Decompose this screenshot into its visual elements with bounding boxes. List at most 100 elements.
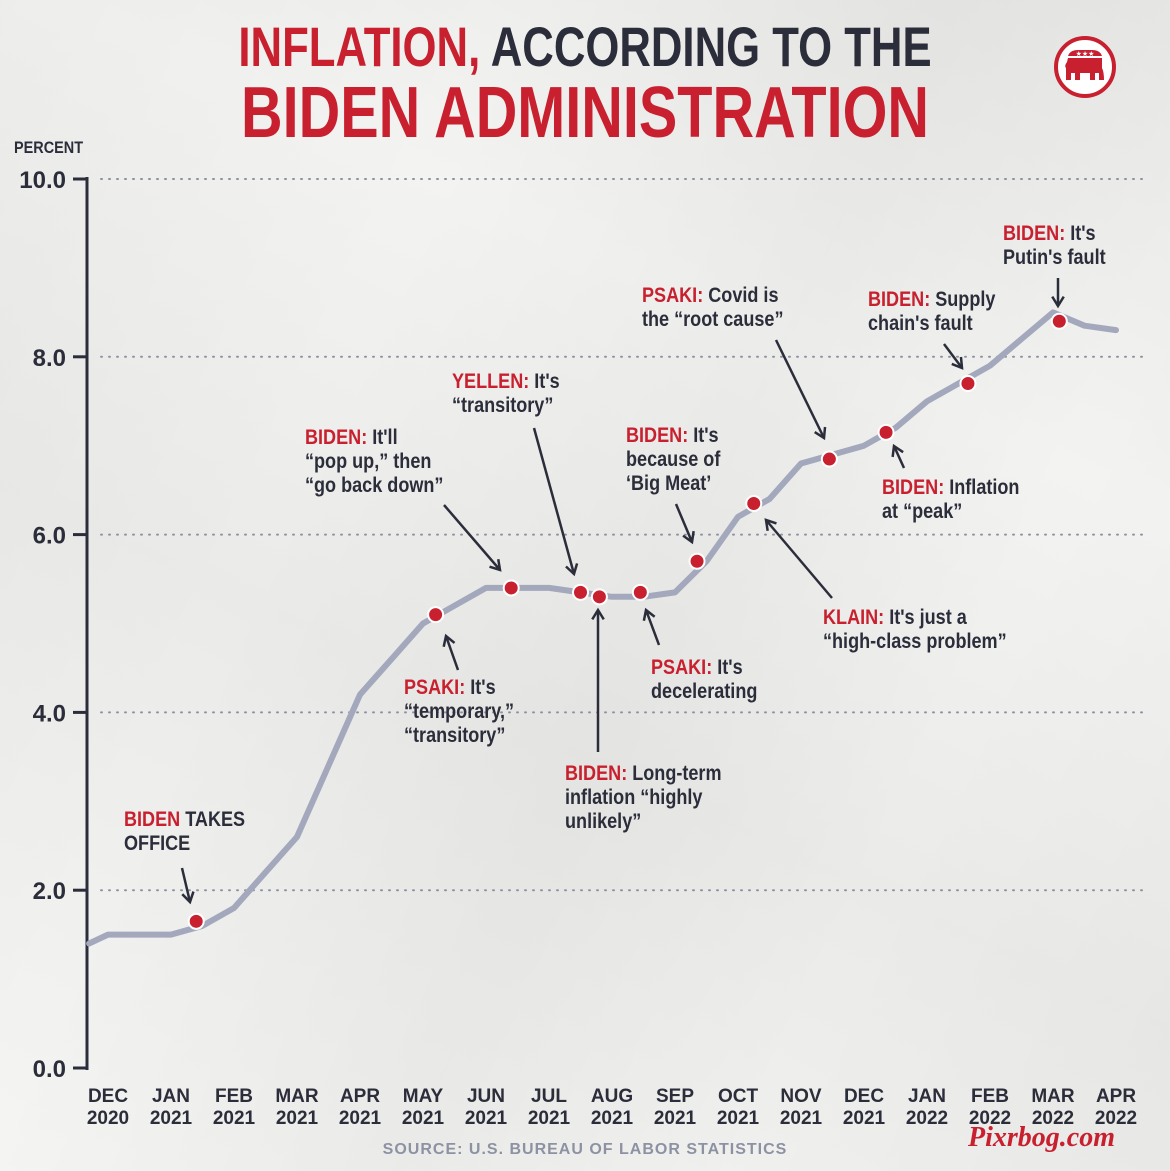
annotation-speaker: PSAKI: [404,676,466,699]
x-tick-year: 2021 [654,1108,697,1129]
annotation-text: inflation “highly [565,786,703,809]
y-tick-label: 10.0 [19,167,66,194]
annotation-text: the “root cause” [642,308,784,331]
x-tick-year: 2021 [339,1108,382,1129]
annotation-arrow [644,609,661,646]
x-tick-month: FEB [215,1086,253,1107]
y-tick-label: 6.0 [33,523,66,550]
x-tick-month: SEP [656,1086,694,1107]
x-tick-month: OCT [718,1086,759,1107]
annotation-text: Supply [930,288,996,311]
annotated-point [590,588,608,606]
annotation-text: “go back down” [305,474,444,497]
x-tick-month: DEC [844,1086,884,1107]
annotation-text: unlikely” [565,810,642,833]
watermark: Pixrbog.com [968,1122,1115,1153]
republican-elephant-icon: ★★★ [1054,36,1116,98]
x-tick-year: 2020 [87,1108,129,1129]
x-tick-month: DEC [88,1086,128,1107]
annotated-point [502,579,520,597]
annotation-text: “pop up,” then [305,450,432,473]
annotation-arrowhead [181,891,195,905]
annotation-arrow [774,339,826,439]
x-tick-year: 2021 [528,1108,571,1129]
x-tick-year: 2022 [969,1108,1011,1129]
x-tick-year: 2021 [276,1108,319,1129]
annotated-point [1050,312,1068,330]
annotation-text: “high-class problem” [823,630,1007,653]
annotation-speaker: PSAKI: [642,284,704,307]
annotation-text: because of [626,448,721,471]
annotation-speaker: BIDEN: [565,762,628,785]
annotation-arrowhead [951,356,964,370]
annotation-label: BIDEN: Inflation at “peak” [882,476,1019,524]
annotation-speaker: BIDEN: [626,424,689,447]
annotation-arrowhead [442,633,456,648]
title-inflation: INFLATION, [238,15,481,78]
annotation-speaker: PSAKI: [651,656,713,679]
annotation-text: at “peak” [882,500,963,523]
annotation-speaker: BIDEN: [305,426,368,449]
annotated-point [631,583,649,601]
annotation-arrow [444,635,460,671]
annotated-point [688,552,706,570]
title-according: ACCORDING TO THE [480,15,932,78]
annotation-speaker: BIDEN [124,808,181,831]
x-tick-month: AUG [591,1086,633,1107]
annotation-arrowhead [591,607,605,621]
x-tick-year: 2022 [1095,1108,1137,1129]
annotation-text: It'll [367,426,398,449]
x-tick-month: NOV [780,1086,822,1107]
title-line-2: BIDEN ADMINISTRATION [241,73,929,153]
annotation-text: It's [1065,222,1096,245]
annotation-arrow [765,519,833,599]
annotation-label: KLAIN: It's just a “high-class problem” [823,606,1007,654]
x-tick-year: 2021 [591,1108,634,1129]
x-tick-year: 2021 [465,1108,508,1129]
annotation-text: It's just a [884,606,967,629]
annotated-point [745,494,763,512]
x-tick-year: 2021 [402,1108,445,1129]
annotation-text: “transitory” [452,394,554,417]
annotation-text: Inflation [944,476,1020,499]
y-tick-label: 2.0 [33,878,66,905]
annotation-speaker: KLAIN: [823,606,885,629]
source-note: SOURCE: U.S. BUREAU OF LABOR STATISTICS [382,1141,788,1158]
annotation-text: It's [529,370,560,393]
annotated-point [959,374,977,392]
y-tick-label: 4.0 [33,700,66,727]
x-tick-month: MAY [403,1086,444,1107]
annotation-label: PSAKI: Covid is the “root cause” [642,284,784,332]
annotation-arrowhead [891,443,904,458]
annotation-text: It's [688,424,719,447]
x-tick-month: JAN [152,1086,190,1107]
annotation-arrowhead [565,563,579,577]
annotation-arrow [532,427,576,575]
annotation-arrow [443,504,501,571]
annotation-speaker: BIDEN: [1003,222,1066,245]
annotation-arrowhead [764,518,777,532]
annotation-text: “temporary,” [404,700,515,723]
annotation-label: BIDEN TAKES OFFICE [124,808,245,856]
annotated-point [187,912,205,930]
annotation-label: YELLEN: It's “transitory” [452,370,560,418]
annotation-speaker: BIDEN: [882,476,945,499]
logo-stars: ★★★ [1076,50,1095,58]
y-tick-label: 8.0 [33,345,66,372]
x-tick-year: 2021 [150,1108,193,1129]
x-tick-year: 2021 [213,1108,256,1129]
y-tick-label: 0.0 [33,1056,66,1083]
annotation-label: PSAKI: It's decelerating [651,656,757,704]
x-tick-month: JUN [467,1086,505,1107]
annotation-label: BIDEN: Supply chain's fault [868,288,995,336]
title-line-1: INFLATION, ACCORDING TO THE [129,14,1042,79]
annotation-text: It's [712,656,743,679]
annotation-arrowhead [1051,295,1065,309]
x-tick-month: APR [1096,1086,1136,1107]
annotation-text: Putin's fault [1003,246,1106,269]
x-tick-month: JAN [908,1086,946,1107]
x-tick-month: APR [340,1086,380,1107]
annotation-label: BIDEN: It's because of ‘Big Meat’ [626,424,720,496]
annotation-label: BIDEN: It'll “pop up,” then “go back down” [305,426,443,498]
